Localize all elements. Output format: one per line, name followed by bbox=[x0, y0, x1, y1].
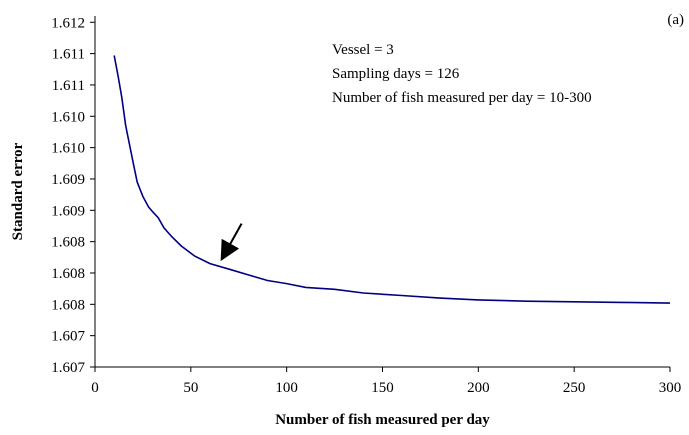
y-tick-label: 1.608 bbox=[51, 297, 85, 313]
y-tick-label: 1.610 bbox=[51, 109, 85, 125]
y-axis-ticks: 1.607 1.607 1.608 1.608 1.608 1.609 1.609 1.610… bbox=[51, 15, 95, 376]
y-tick-label: 1.612 bbox=[51, 15, 85, 31]
y-tick-label: 1.608 bbox=[51, 235, 85, 251]
x-tick-label: 100 bbox=[275, 380, 298, 396]
y-tick-label: 1.609 bbox=[51, 172, 85, 188]
y-tick-label: 1.611 bbox=[52, 78, 85, 94]
x-tick-label: 50 bbox=[183, 380, 198, 396]
y-tick-label: 1.607 bbox=[51, 360, 85, 376]
y-tick-label: 1.609 bbox=[51, 203, 85, 219]
series-line bbox=[113, 55, 671, 304]
panel-label: (a) bbox=[667, 12, 684, 28]
y-tick-label: 1.608 bbox=[51, 266, 85, 282]
x-tick-label: 250 bbox=[563, 380, 586, 396]
y-tick-label: 1.611 bbox=[52, 47, 85, 63]
x-axis-ticks: 0 50 100 150 200 250 300 bbox=[91, 367, 681, 396]
x-tick-label: 200 bbox=[467, 380, 490, 396]
y-tick-label: 1.607 bbox=[51, 329, 85, 345]
x-tick-label: 300 bbox=[659, 380, 682, 396]
annotation-fish-per-day: Number of fish measured per day = 10-300 bbox=[332, 90, 592, 106]
annotation-vessel: Vessel = 3 bbox=[332, 42, 394, 58]
x-tick-label: 150 bbox=[371, 380, 394, 396]
arrow-annotation bbox=[220, 223, 243, 262]
x-tick-label: 0 bbox=[91, 380, 99, 396]
x-axis-title: Number of fish measured per day bbox=[275, 412, 490, 428]
y-tick-label: 1.610 bbox=[51, 141, 85, 157]
annotation-sampling-days: Sampling days = 126 bbox=[332, 66, 460, 82]
y-axis-title: Standard error bbox=[10, 142, 26, 240]
